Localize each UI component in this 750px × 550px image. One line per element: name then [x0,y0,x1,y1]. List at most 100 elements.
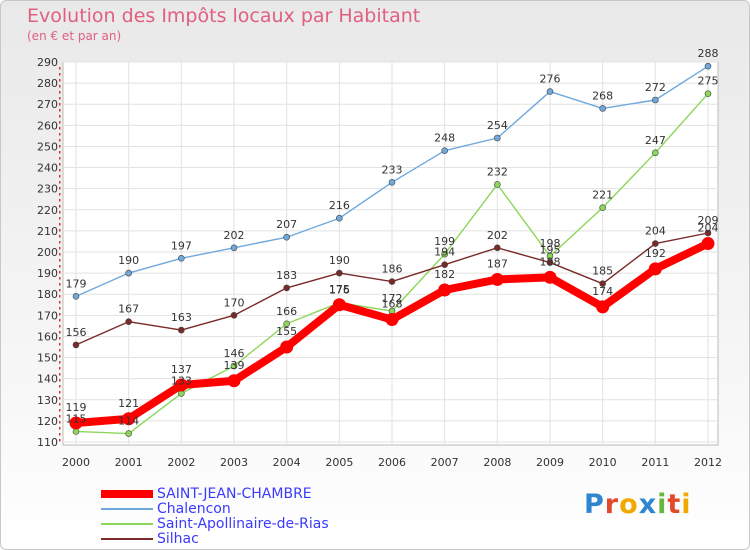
logo-letter: r [604,489,620,520]
data-label: 172 [382,292,403,305]
data-point [490,272,504,286]
data-label: 190 [118,254,139,267]
axis-mark [59,109,61,112]
axis-mark [59,433,61,436]
axis-mark [59,181,61,184]
axis-mark [59,295,61,298]
data-point [178,255,185,262]
logo-letter: i [657,489,668,520]
x-tick-label: 2005 [325,456,353,469]
logo-letter: o [619,489,639,520]
data-point [652,240,659,247]
data-point [283,320,290,328]
x-tick-label: 2001 [115,456,143,469]
data-point [230,362,238,370]
data-point [704,229,712,237]
data-point [69,416,83,430]
axis-mark [59,199,61,202]
legend-swatch [101,523,153,525]
series-points [69,62,715,437]
data-label: 197 [171,239,192,252]
data-point [125,430,132,437]
data-point [494,244,501,252]
data-label: 207 [276,218,297,231]
axis-mark [59,97,61,100]
data-label: 188 [540,255,561,268]
data-label: 233 [382,163,403,176]
data-point [388,278,396,285]
x-tick-label: 2003 [220,456,248,469]
data-point [543,270,557,284]
data-label: 139 [224,359,245,372]
axis-mark [59,307,61,310]
data-point [280,340,294,354]
legend-label: SAINT-JEAN-CHAMBRE [157,486,312,502]
axis-mark [59,169,61,172]
data-point [441,261,448,268]
data-point [72,341,80,349]
y-axis-marks [59,67,61,442]
legend-label: Silhac [157,531,199,547]
data-point [174,378,188,392]
data-point [599,280,606,287]
axis-mark [59,223,61,226]
axis-mark [59,289,61,292]
legend-item: SAINT-JEAN-CHAMBRE [101,486,312,502]
data-label: 185 [592,265,613,278]
data-label: 288 [698,47,719,60]
data-point [494,181,501,188]
axis-mark [59,79,61,82]
axis-mark [59,157,61,160]
axis-mark [59,91,61,94]
data-label: 182 [434,268,455,281]
y-tick-label: 180 [37,288,58,301]
y-tick-label: 290 [37,56,58,69]
data-label: 176 [329,284,350,297]
data-label: 198 [540,237,561,250]
axis-mark [59,211,61,214]
data-point [704,90,712,97]
axis-mark [59,253,61,256]
proxiti-logo: Proxiti [584,489,692,520]
data-label: 183 [276,269,297,282]
axis-mark [59,319,61,322]
x-tick-label: 2011 [641,456,669,469]
data-label: 248 [434,132,455,145]
chart-title: Evolution des Impôts locaux par Habitant [27,5,421,27]
logo-letter: P [584,489,605,520]
axis-mark [59,277,61,280]
axis-mark [59,115,61,118]
data-label: 272 [645,81,666,94]
data-point [546,259,554,266]
y-tick-label: 230 [37,183,58,196]
data-point [332,298,346,312]
axis-mark [59,241,61,244]
y-tick-label: 280 [37,77,58,90]
y-tick-label: 130 [37,394,58,407]
data-point [441,250,448,258]
data-label: 254 [487,119,508,132]
data-point [336,214,343,222]
axis-mark [59,439,61,442]
data-point [438,283,452,297]
legend-swatch [101,538,153,540]
data-label: 115 [66,412,87,425]
axis-mark [59,349,61,352]
axis-mark [59,259,61,262]
data-point [336,269,343,277]
axis-mark [59,427,61,430]
axis-mark [59,205,61,208]
data-point [178,326,185,334]
x-axis-ticks: 2000 2001 2002 2003 2004 2005 2006 2007 2008 2009… [62,456,722,469]
axis-mark [59,67,61,70]
data-label: 167 [118,303,139,316]
data-label: 137 [171,363,192,376]
data-label: 175 [329,283,350,296]
data-point [701,237,715,251]
data-point [546,88,554,95]
data-point [125,269,132,277]
data-label: 146 [224,347,245,360]
axis-mark [59,367,61,370]
axis-mark [59,391,61,394]
